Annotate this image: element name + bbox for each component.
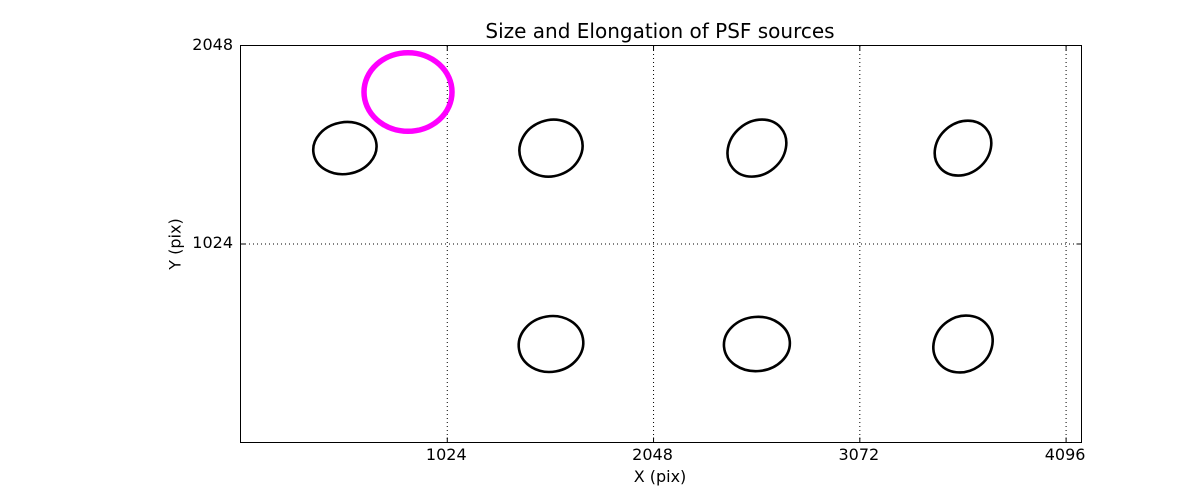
psf-ellipse (518, 118, 584, 178)
y-tick-label: 2048 (192, 35, 233, 54)
psf-ellipse (726, 118, 788, 178)
y-tick-label: 1024 (192, 233, 233, 252)
x-axis-label: X (pix) (633, 467, 687, 486)
x-tick-label: 3072 (838, 445, 880, 464)
psf-ellipse (311, 120, 378, 176)
psf-ellipse (933, 119, 993, 177)
plot-canvas (241, 46, 1081, 442)
psf-ellipse (722, 315, 792, 373)
x-tick-label: 1024 (425, 445, 467, 464)
psf-ellipse (932, 314, 994, 374)
x-tick-label: 2048 (632, 445, 673, 464)
x-tick-label: 4096 (1044, 445, 1086, 464)
highlighted-psf-ellipse (361, 49, 455, 135)
y-axis-label: Y (pix) (165, 218, 185, 270)
psf-ellipse (517, 314, 585, 374)
chart-title: Size and Elongation of PSF sources (485, 19, 835, 43)
plot-area (240, 45, 1082, 443)
